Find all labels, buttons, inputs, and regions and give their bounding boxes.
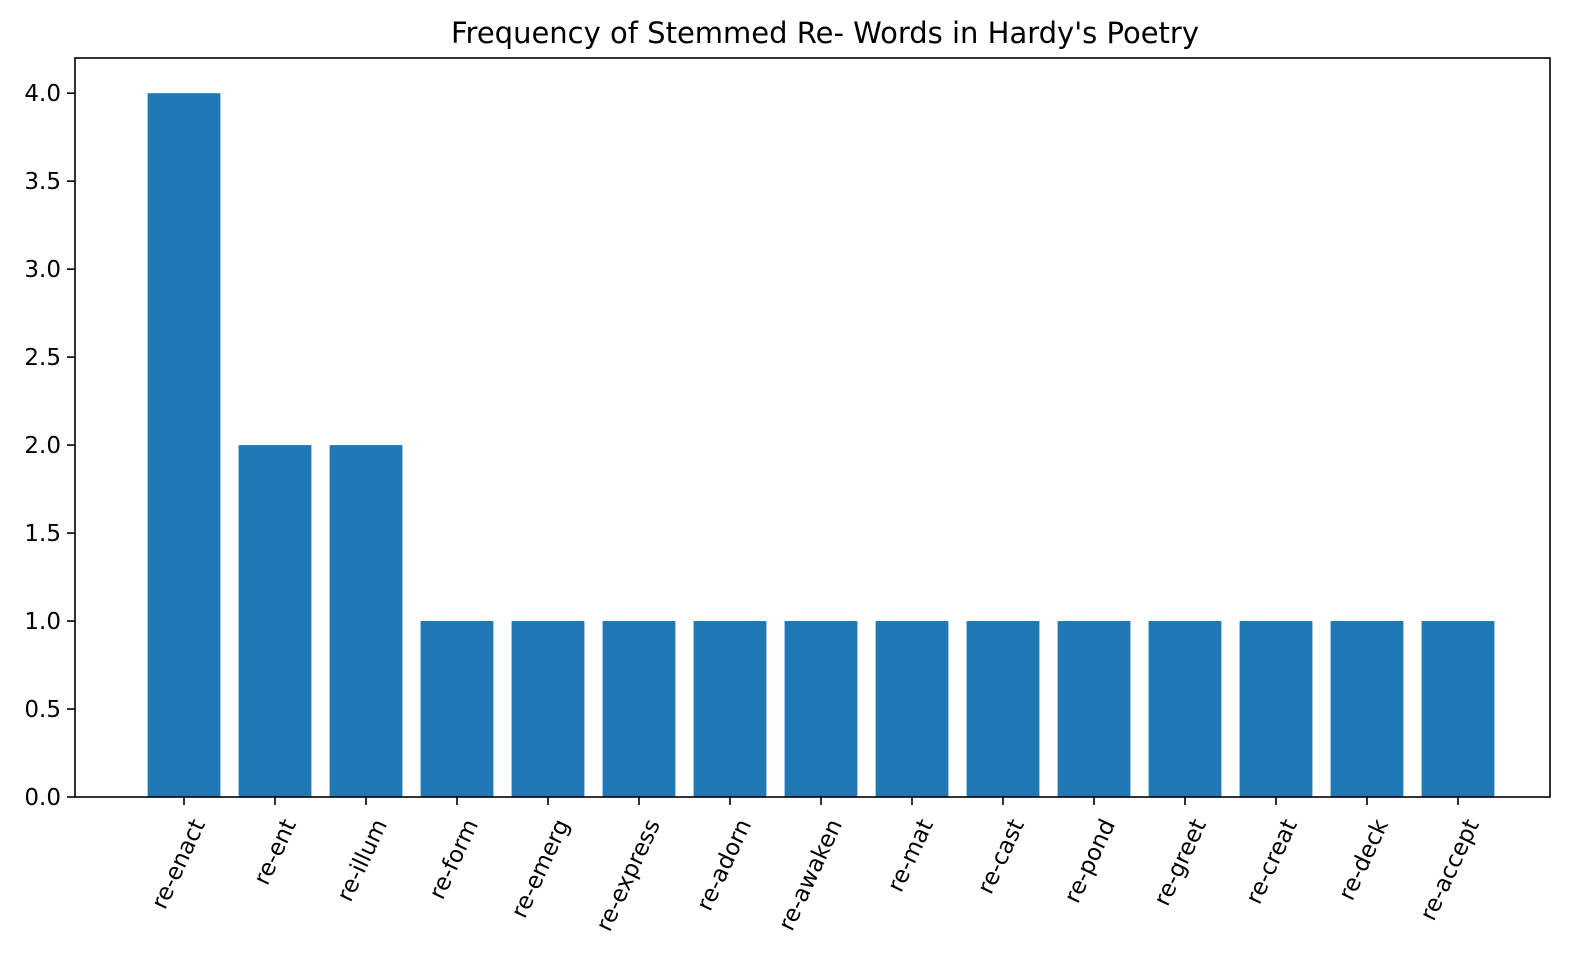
plot-frame	[74, 57, 1551, 798]
bar-re-express	[602, 621, 676, 797]
x-tick-label: re-express	[591, 815, 665, 935]
y-tick-label: 4.0	[24, 81, 61, 107]
x-tick-label: re-illum	[332, 815, 393, 905]
bar-re-creat	[1239, 621, 1313, 797]
y-tick-label: 3.5	[24, 169, 61, 195]
x-tick-label: re-pond	[1060, 815, 1121, 907]
y-tick-label: 0.5	[24, 697, 61, 723]
y-tick-label: 0.0	[24, 785, 61, 811]
x-tick-label: re-emerg	[507, 815, 575, 922]
bar-re-deck	[1330, 621, 1404, 797]
bar-re-mat	[875, 621, 949, 797]
bar-re-awaken	[784, 621, 858, 797]
y-tick-label: 2.0	[24, 433, 61, 459]
x-axis: re-enact re-ent re-illum re-form re-emerg re-…	[147, 797, 1485, 935]
bar-re-emerg	[511, 621, 585, 797]
bars-layer	[147, 93, 1495, 797]
y-tick-label: 1.5	[24, 521, 61, 547]
x-tick-label: re-accept	[1415, 815, 1484, 924]
bar-re-accept	[1421, 621, 1495, 797]
y-tick-label: 1.0	[24, 609, 61, 635]
chart-title: Frequency of Stemmed Re- Words in Hardy'…	[451, 16, 1199, 50]
bar-re-adorn	[693, 621, 767, 797]
x-tick-label: re-awaken	[774, 815, 848, 934]
x-tick-label: re-mat	[883, 815, 939, 896]
bar-re-enact	[147, 93, 221, 797]
y-tick-label: 3.0	[24, 257, 61, 283]
x-tick-label: re-form	[424, 815, 483, 903]
bar-re-cast	[966, 621, 1040, 797]
x-tick-label: re-cast	[973, 815, 1030, 898]
bar-re-greet	[1148, 621, 1222, 797]
y-axis: 0.0 0.5 1.0 1.5 2.0 2.5 3.0 3.5 4.0	[24, 81, 75, 811]
bar-re-ent	[238, 445, 312, 797]
bar-re-form	[420, 621, 494, 797]
x-tick-label: re-adorn	[692, 815, 757, 915]
x-tick-label: re-deck	[1334, 815, 1394, 905]
y-tick-label: 2.5	[24, 345, 61, 371]
x-tick-label: re-creat	[1241, 815, 1303, 908]
bar-re-pond	[1057, 621, 1131, 797]
x-tick-label: re-greet	[1149, 815, 1212, 910]
bar-re-illum	[329, 445, 403, 797]
x-tick-label: re-ent	[249, 815, 302, 889]
x-tick-label: re-enact	[147, 815, 211, 913]
